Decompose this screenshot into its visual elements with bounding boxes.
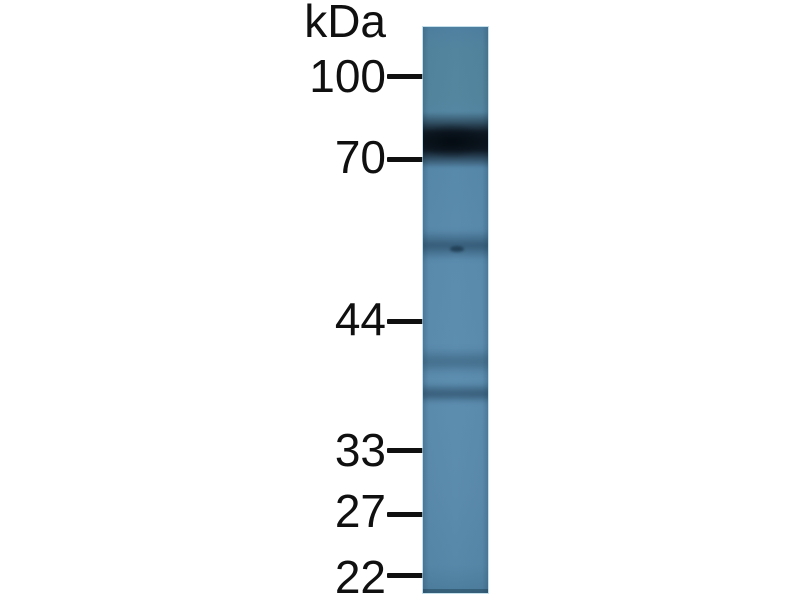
marker-tick-100 xyxy=(387,74,425,79)
marker-label-70: 70 xyxy=(334,131,386,183)
marker-label-44: 44 xyxy=(334,293,386,345)
marker-tick-44 xyxy=(387,319,425,324)
marker-tick-27 xyxy=(387,512,425,517)
protein-band-strong-75kda xyxy=(423,112,488,168)
unit-label-kda: kDa xyxy=(304,0,386,47)
marker-label-33: 33 xyxy=(334,424,386,476)
marker-label-22: 22 xyxy=(334,551,386,600)
marker-tick-33 xyxy=(387,448,425,453)
marker-tick-70 xyxy=(387,157,425,162)
gel-lane xyxy=(423,27,488,593)
protein-band-speck xyxy=(450,246,464,252)
marker-label-100: 100 xyxy=(309,50,386,102)
marker-tick-22 xyxy=(387,573,425,578)
protein-band-faint-38kda xyxy=(423,383,488,403)
protein-band-faint-55kda xyxy=(423,230,488,260)
marker-label-27: 27 xyxy=(334,485,386,537)
protein-band-faint-40kda xyxy=(423,348,488,374)
